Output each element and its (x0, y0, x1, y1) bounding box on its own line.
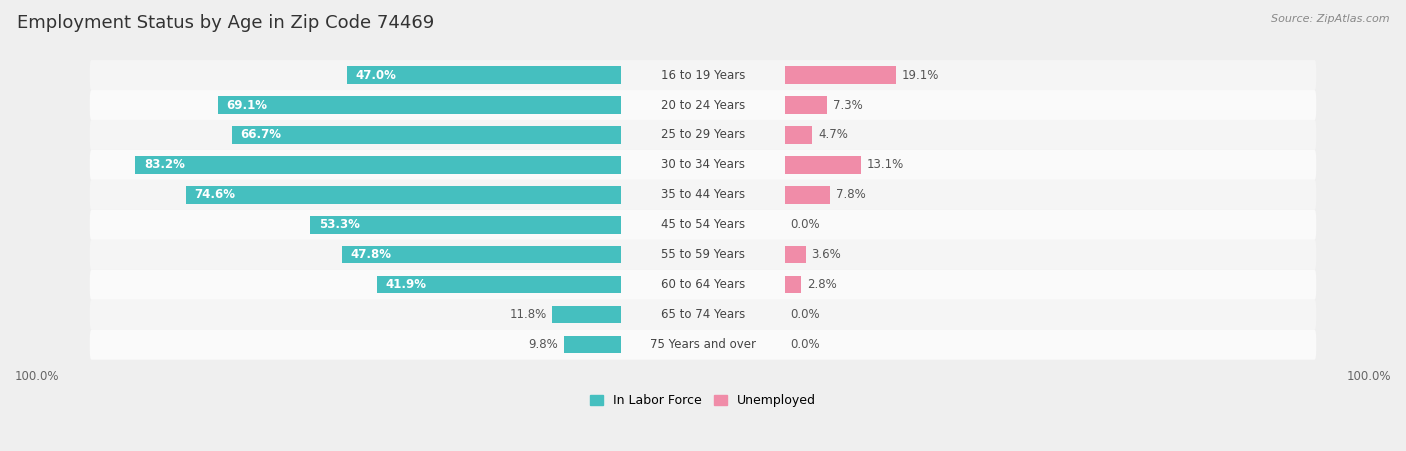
Text: 16 to 19 Years: 16 to 19 Years (661, 69, 745, 82)
Text: Employment Status by Age in Zip Code 74469: Employment Status by Age in Zip Code 744… (17, 14, 434, 32)
Text: 20 to 24 Years: 20 to 24 Years (661, 98, 745, 111)
FancyBboxPatch shape (90, 180, 1316, 210)
Text: 47.0%: 47.0% (356, 69, 396, 82)
Text: 74.6%: 74.6% (194, 189, 235, 202)
Text: 75 Years and over: 75 Years and over (650, 338, 756, 351)
Bar (186, 186, 621, 203)
Bar (218, 97, 621, 114)
FancyBboxPatch shape (90, 240, 1316, 270)
Bar (785, 186, 831, 203)
Text: 4.7%: 4.7% (818, 129, 848, 142)
Text: 7.3%: 7.3% (834, 98, 863, 111)
Bar (553, 306, 621, 323)
Text: 60 to 64 Years: 60 to 64 Years (661, 278, 745, 291)
FancyBboxPatch shape (90, 330, 1316, 359)
Text: 65 to 74 Years: 65 to 74 Years (661, 308, 745, 321)
Text: 13.1%: 13.1% (868, 158, 904, 171)
Bar (135, 156, 621, 174)
Legend: In Labor Force, Unemployed: In Labor Force, Unemployed (591, 394, 815, 407)
Text: 53.3%: 53.3% (319, 218, 360, 231)
Bar (347, 66, 621, 84)
Text: 0.0%: 0.0% (790, 218, 820, 231)
FancyBboxPatch shape (90, 210, 1316, 240)
Text: Source: ZipAtlas.com: Source: ZipAtlas.com (1271, 14, 1389, 23)
Text: 30 to 34 Years: 30 to 34 Years (661, 158, 745, 171)
Text: 45 to 54 Years: 45 to 54 Years (661, 218, 745, 231)
Text: 2.8%: 2.8% (807, 278, 837, 291)
FancyBboxPatch shape (90, 270, 1316, 300)
Text: 19.1%: 19.1% (903, 69, 939, 82)
Bar (785, 97, 827, 114)
Text: 55 to 59 Years: 55 to 59 Years (661, 249, 745, 261)
Text: 47.8%: 47.8% (352, 249, 392, 261)
Bar (785, 276, 801, 294)
Text: 7.8%: 7.8% (837, 189, 866, 202)
Text: 83.2%: 83.2% (145, 158, 186, 171)
Text: 25 to 29 Years: 25 to 29 Years (661, 129, 745, 142)
Text: 0.0%: 0.0% (790, 308, 820, 321)
Bar (309, 216, 621, 234)
Bar (342, 246, 621, 263)
Text: 3.6%: 3.6% (811, 249, 841, 261)
Text: 0.0%: 0.0% (790, 338, 820, 351)
Text: 35 to 44 Years: 35 to 44 Years (661, 189, 745, 202)
FancyBboxPatch shape (90, 90, 1316, 120)
Bar (377, 276, 621, 294)
FancyBboxPatch shape (90, 120, 1316, 150)
Text: 66.7%: 66.7% (240, 129, 281, 142)
Text: 11.8%: 11.8% (509, 308, 547, 321)
FancyBboxPatch shape (90, 300, 1316, 330)
Bar (785, 126, 813, 144)
Text: 69.1%: 69.1% (226, 98, 267, 111)
Text: 9.8%: 9.8% (529, 338, 558, 351)
Text: 41.9%: 41.9% (385, 278, 426, 291)
Bar (232, 126, 621, 144)
Bar (785, 246, 806, 263)
Bar (564, 336, 621, 353)
FancyBboxPatch shape (90, 150, 1316, 180)
FancyBboxPatch shape (90, 60, 1316, 90)
Bar (785, 66, 896, 84)
Bar (785, 156, 862, 174)
